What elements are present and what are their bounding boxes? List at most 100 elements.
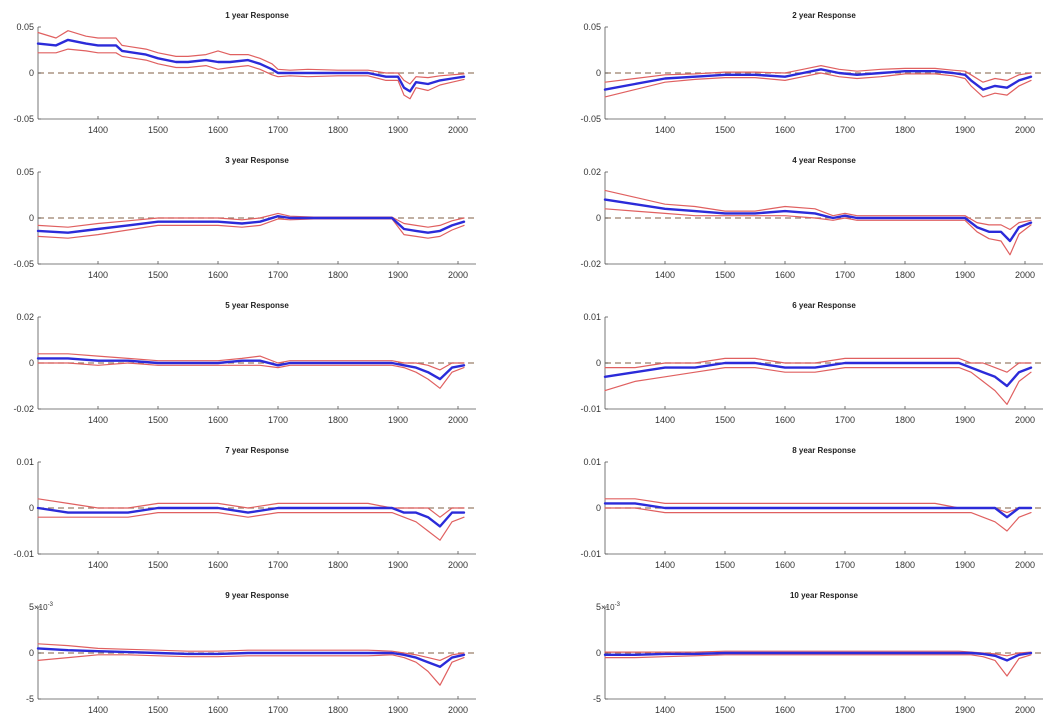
x-tick-label: 1500 xyxy=(148,705,168,715)
y-tick-label: 5 xyxy=(596,602,601,612)
y-tick-label: 0 xyxy=(596,648,601,658)
x-tick-label: 2000 xyxy=(1015,705,1035,715)
x-tick-label: 1800 xyxy=(895,415,915,425)
x-tick-label: 1700 xyxy=(835,705,855,715)
subplot-4: 4 year Response 1400 1500 1600 1700 1800 1900 2… xyxy=(580,156,1043,280)
y-tick-label: 0 xyxy=(596,358,601,368)
y-tick-label: 0.05 xyxy=(583,22,601,32)
subplot-title: 10 year Response xyxy=(790,591,859,600)
x-tick-label: 1400 xyxy=(655,705,675,715)
y-tick-label: 0.01 xyxy=(583,312,601,322)
subplot-title: 4 year Response xyxy=(792,156,856,165)
mean-line xyxy=(603,198,1033,243)
x-tick-label: 1800 xyxy=(895,125,915,135)
subplot-title: 9 year Response xyxy=(225,591,289,600)
x-tick-label: 1500 xyxy=(148,270,168,280)
x-tick-label: 1500 xyxy=(715,560,735,570)
x-tick-label: 1600 xyxy=(208,560,228,570)
x-tick-label: 1900 xyxy=(388,270,408,280)
y-tick-label: -0.05 xyxy=(13,259,34,269)
mean-line xyxy=(603,502,1033,519)
mean-line xyxy=(36,647,466,668)
y-tick-label: 0 xyxy=(29,503,34,513)
x-tick-label: 1600 xyxy=(208,125,228,135)
upper-band-line xyxy=(604,64,1032,83)
x-tick-label: 1800 xyxy=(328,705,348,715)
mean-line xyxy=(603,361,1033,388)
x-tick-label: 1700 xyxy=(835,560,855,570)
x-tick-label: 1400 xyxy=(88,270,108,280)
subplot-title: 8 year Response xyxy=(792,446,856,455)
mean-line xyxy=(36,214,466,234)
x-tick-label: 2000 xyxy=(1015,560,1035,570)
x-tick-label: 1800 xyxy=(895,560,915,570)
x-tick-label: 1800 xyxy=(328,125,348,135)
subplot-8: 8 year Response 1400 1500 1600 1700 1800 1900 2… xyxy=(580,446,1043,570)
x-tick-label: 1800 xyxy=(328,560,348,570)
x-tick-label: 1400 xyxy=(655,125,675,135)
y-tick-label: 0 xyxy=(29,68,34,78)
x-tick-label: 1700 xyxy=(268,415,288,425)
x-tick-label: 1900 xyxy=(955,560,975,570)
x-tick-label: 2000 xyxy=(448,270,468,280)
subplot-title: 6 year Response xyxy=(792,301,856,310)
upper-band-line xyxy=(37,30,465,85)
lower-band-line xyxy=(604,654,1032,677)
x-tick-label: 1500 xyxy=(715,270,735,280)
x-tick-label: 1900 xyxy=(955,705,975,715)
mean-line xyxy=(36,506,466,528)
subplot-title: 5 year Response xyxy=(225,301,289,310)
x-tick-label: 2000 xyxy=(448,125,468,135)
subplot-title: 2 year Response xyxy=(792,11,856,20)
lower-band-line xyxy=(37,511,465,541)
x-tick-label: 1400 xyxy=(88,125,108,135)
x-tick-label: 1700 xyxy=(268,560,288,570)
x-tick-label: 1700 xyxy=(835,125,855,135)
y-tick-label: 0 xyxy=(29,358,34,368)
x-tick-label: 1600 xyxy=(775,705,795,715)
x-tick-label: 2000 xyxy=(448,705,468,715)
x-tick-label: 1900 xyxy=(955,415,975,425)
x-tick-label: 1900 xyxy=(388,560,408,570)
x-tick-label: 1500 xyxy=(148,415,168,425)
mean-line xyxy=(36,38,466,93)
y-tick-label: -0.01 xyxy=(13,549,34,559)
mean-line xyxy=(36,357,466,381)
lower-band-line xyxy=(37,48,465,100)
lower-band-line xyxy=(37,218,465,239)
y-tick-label: 0 xyxy=(596,213,601,223)
mean-line xyxy=(603,68,1033,91)
x-tick-label: 1800 xyxy=(328,415,348,425)
y-tick-label: -5 xyxy=(26,694,34,704)
subplot-title: 3 year Response xyxy=(225,156,289,165)
x-tick-label: 2000 xyxy=(448,415,468,425)
x-tick-label: 1500 xyxy=(148,125,168,135)
upper-band-line xyxy=(604,650,1032,657)
y-tick-label: -0.01 xyxy=(580,404,601,414)
lower-band-line xyxy=(604,72,1032,98)
upper-band-line xyxy=(37,643,465,662)
x-tick-label: 1800 xyxy=(895,270,915,280)
x-tick-label: 1600 xyxy=(208,270,228,280)
y-tick-label: 0.05 xyxy=(16,22,34,32)
x-tick-label: 1400 xyxy=(655,560,675,570)
y-tick-label: -0.02 xyxy=(13,404,34,414)
subplot-1: 1 year Response 1400 1500 1600 1700 1800 1900 2… xyxy=(13,11,476,135)
y-tick-label: -0.01 xyxy=(580,549,601,559)
x-tick-label: 1600 xyxy=(208,415,228,425)
lower-band-line xyxy=(37,654,465,686)
x-tick-label: 1400 xyxy=(88,705,108,715)
x-tick-label: 1500 xyxy=(148,560,168,570)
x-tick-label: 1900 xyxy=(388,415,408,425)
mean-line xyxy=(603,651,1033,662)
x-tick-label: 1400 xyxy=(655,415,675,425)
x-tick-label: 1500 xyxy=(715,415,735,425)
x-tick-label: 1700 xyxy=(268,705,288,715)
x-tick-label: 2000 xyxy=(1015,125,1035,135)
upper-band-line xyxy=(604,498,1032,514)
subplot-2: 2 year Response 1400 1500 1600 1700 1800 1900 2… xyxy=(580,11,1043,135)
x-tick-label: 1600 xyxy=(775,560,795,570)
x-tick-label: 1900 xyxy=(388,705,408,715)
upper-band-line xyxy=(604,357,1032,373)
subplot-6: 6 year Response 1400 1500 1600 1700 1800 1900 2… xyxy=(580,301,1043,425)
